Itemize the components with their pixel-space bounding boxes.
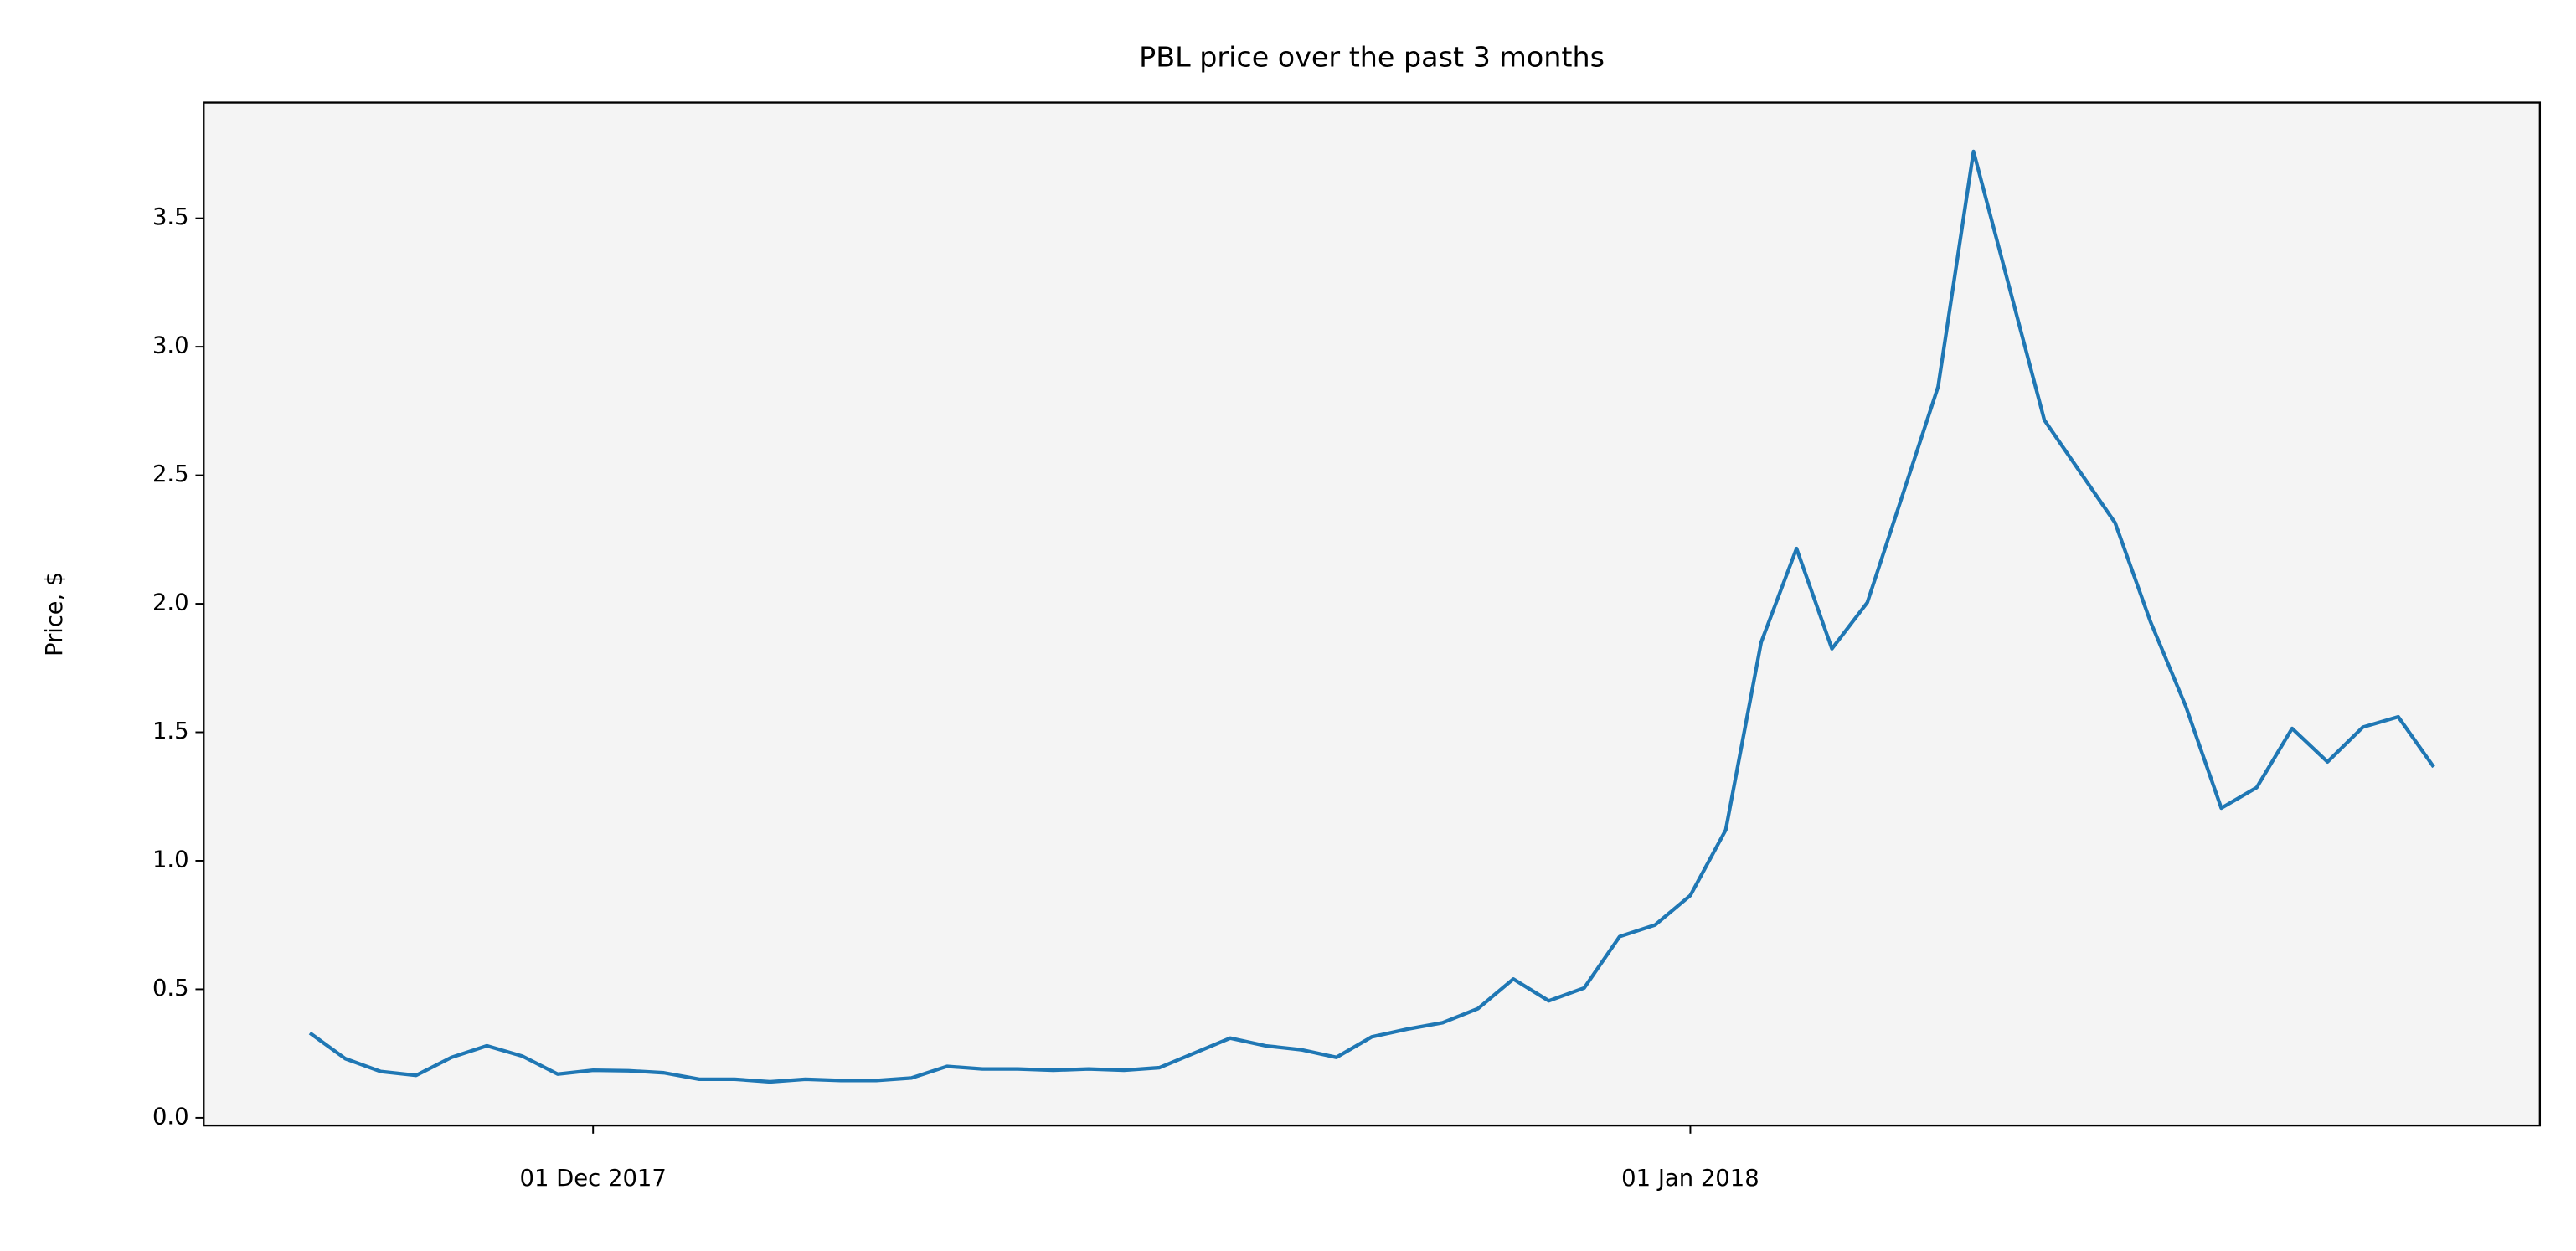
y-tick-label: 0.0 [152, 1104, 189, 1130]
y-tick-label: 0.5 [152, 976, 189, 1001]
y-tick-label: 2.0 [152, 590, 189, 616]
plot-area [204, 102, 2540, 1126]
y-tick-label: 2.5 [152, 461, 189, 487]
y-tick-label: 1.0 [152, 847, 189, 873]
y-tick-label: 3.5 [152, 204, 189, 230]
plot-frame [203, 101, 2542, 1127]
x-tick-label: 01 Dec 2017 [520, 1166, 667, 1192]
y-tick-label: 1.5 [152, 718, 189, 744]
y-axis-label: Price, $ [42, 572, 68, 656]
x-tick-label: 01 Jan 2018 [1621, 1166, 1759, 1192]
y-tick-label: 3.0 [152, 333, 189, 359]
chart-title: PBL price over the past 3 months [1139, 41, 1605, 74]
price-line [308, 149, 2435, 1084]
